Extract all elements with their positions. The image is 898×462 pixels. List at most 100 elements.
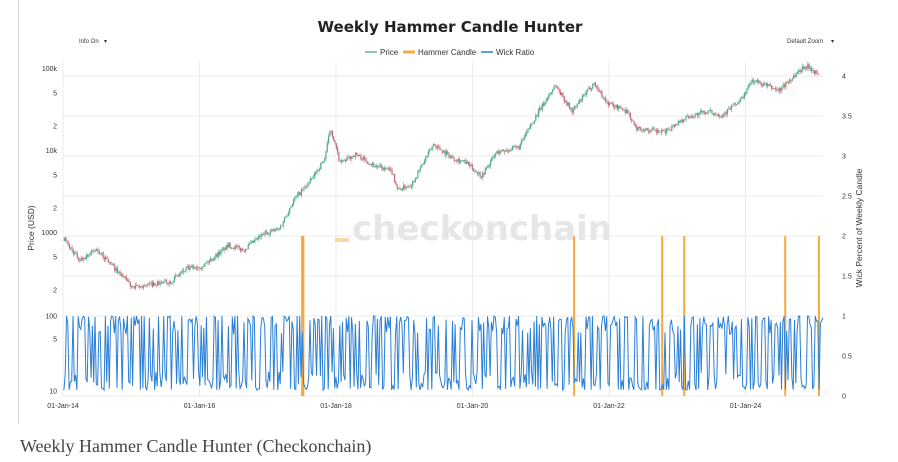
legend-item-wick-ratio[interactable]: Wick Ratio: [481, 48, 535, 57]
price-candle-body: [331, 130, 334, 137]
price-candle-body: [426, 155, 428, 158]
price-candle-body: [684, 119, 686, 121]
price-candle-body: [361, 159, 363, 161]
price-candle-body: [228, 242, 230, 248]
price-candle-body: [688, 115, 690, 119]
price-candle-body: [733, 103, 735, 106]
price-candle-body: [467, 161, 470, 165]
price-candle-body: [504, 151, 506, 153]
price-candle-body: [473, 169, 475, 172]
zoom-dropdown[interactable]: Default Zoom ▾: [787, 39, 834, 45]
price-candle-body: [397, 188, 400, 189]
price-candle-body: [537, 110, 539, 117]
price-candle-body: [767, 83, 769, 87]
price-candle-body: [743, 92, 745, 98]
price-candle-body: [650, 129, 652, 133]
price-candle-body: [373, 163, 375, 167]
y-left-tick-label: 5: [53, 255, 57, 262]
legend-item-price[interactable]: Price: [365, 48, 399, 57]
price-candle-body: [460, 160, 462, 163]
price-candle-body: [276, 228, 278, 231]
chart: checkonchain 01-Jan-14 01-Jan-16 01-Jan-18…: [26, 18, 864, 410]
legend-item-hammer-candle[interactable]: Hammer Candle: [403, 48, 477, 57]
grid-lines: [62, 62, 823, 397]
price-candle-body: [813, 70, 815, 74]
price-candle-body: [614, 106, 616, 108]
price-candle-body: [750, 82, 752, 86]
price-candle-body: [421, 164, 423, 168]
price-candle-body: [159, 283, 161, 285]
watermark-underline: [335, 238, 349, 242]
price-candle-body: [655, 130, 657, 133]
price-candle-body: [96, 249, 98, 251]
price-candle-body: [580, 99, 582, 101]
price-candle-body: [401, 189, 403, 191]
price-candle-body: [362, 156, 365, 161]
price-candle-body: [189, 266, 191, 270]
price-candle-body: [760, 82, 762, 86]
price-candle-body: [720, 116, 722, 118]
price-candle-body: [309, 178, 312, 182]
price-candle-body: [169, 281, 172, 284]
price-candle-body: [554, 86, 556, 88]
price-candle-body: [508, 150, 510, 152]
price-candle-body: [330, 130, 332, 132]
price-candle-body: [659, 132, 661, 134]
price-candle-body: [584, 94, 586, 96]
hammer-candle-bar: [683, 236, 686, 396]
price-candle-body: [404, 185, 406, 189]
info-toggle[interactable]: Info On ▾: [79, 39, 107, 45]
price-candle-body: [208, 260, 210, 263]
price-candle-body: [239, 247, 242, 251]
price-candle-body: [154, 282, 156, 286]
price-candle-body: [710, 110, 712, 111]
price-candle-body: [412, 181, 414, 187]
price-candle-body: [796, 72, 799, 74]
price-candle-body: [116, 267, 119, 273]
chart-card: checkonchain 01-Jan-14 01-Jan-16 01-Jan-18…: [18, 0, 869, 424]
price-candle-body: [245, 248, 247, 252]
price-candle-body: [513, 146, 515, 148]
zoom-dropdown-label: Default Zoom: [787, 39, 823, 45]
price-candle-body: [596, 86, 598, 88]
price-candle-body: [651, 128, 653, 130]
price-candle-body: [246, 248, 248, 250]
y-left-bottom-tick-label: 100: [45, 314, 57, 321]
price-candle-body: [342, 160, 344, 163]
price-candle-body: [436, 146, 438, 148]
price-candle-body: [370, 164, 372, 165]
price-candle-body: [559, 91, 562, 95]
price-candle-body: [799, 70, 801, 72]
price-candle-body: [515, 146, 517, 147]
price-candle-body: [707, 110, 709, 114]
price-candle-body: [708, 110, 710, 111]
price-candle-body: [738, 101, 740, 103]
price-candle-body: [137, 285, 139, 287]
price-candle-body: [660, 130, 663, 133]
price-candle-body: [519, 143, 521, 150]
price-candle-body: [654, 129, 656, 131]
price-candle-body: [369, 164, 371, 165]
price-candle-body: [493, 155, 495, 157]
price-candle-body: [567, 102, 569, 106]
price-candle-body: [390, 168, 392, 170]
y-left-tick-label: 5: [53, 91, 57, 98]
price-candle-body: [719, 116, 721, 118]
price-candle-body: [180, 272, 182, 274]
price-candle-body: [453, 158, 455, 161]
price-candle-body: [237, 245, 239, 247]
price-candle-body: [243, 250, 245, 252]
price-candle-body: [325, 151, 327, 159]
price-candle-body: [553, 86, 555, 90]
price-candle-body: [623, 109, 625, 111]
price-candle-body: [261, 234, 264, 235]
price-candle-body: [721, 116, 723, 118]
price-candle-body: [230, 247, 232, 249]
price-candle-body: [764, 83, 766, 85]
price-candle-body: [114, 264, 116, 271]
price-candle-body: [518, 146, 520, 150]
price-candle-body: [739, 98, 742, 102]
price-candle-body: [752, 79, 755, 83]
price-candle-body: [299, 191, 301, 196]
price-candle-body: [724, 112, 726, 115]
